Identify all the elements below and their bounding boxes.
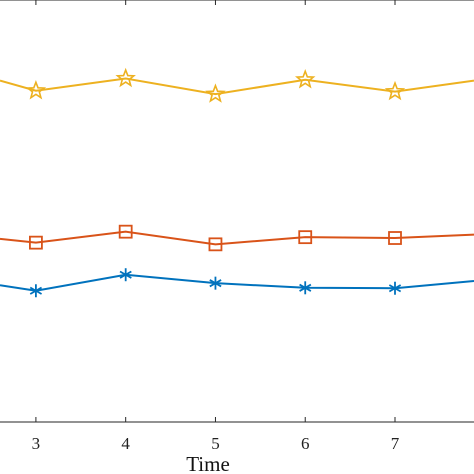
series-0-line [0,77,474,96]
series-layer [0,67,474,298]
series-2-point-5-stroke-2 [388,284,402,293]
series-1-point-3 [208,237,223,252]
series-2-point-2-stroke-2 [119,270,132,279]
series-1-point-2 [118,224,133,239]
series-2-point-4 [299,281,312,295]
series-2-point-3-stroke-2 [209,279,222,288]
x-tick-label-2: 5 [211,434,220,453]
series-1 [0,224,474,252]
series-2-point-1 [29,284,43,298]
x-tick-label-3: 6 [301,434,310,453]
series-0-point-5 [384,80,406,101]
series-2 [0,268,474,298]
x-tick-label-0: 3 [32,434,41,453]
series-1-point-5 [388,231,402,245]
series-2-point-4-stroke-2 [299,283,312,292]
series-0-point-1 [25,79,47,100]
series-0 [0,67,474,103]
series-0-point-3 [205,83,226,103]
x-axis-title: Time [186,452,230,474]
series-0-point-4 [294,68,316,89]
series-2-point-5 [388,281,402,295]
series-0-point-2 [115,67,136,88]
series-2-point-2 [119,268,132,282]
x-tick-label-1: 4 [121,434,130,453]
series-2-point-1-stroke-2 [29,286,43,295]
series-1-point-4 [298,230,313,245]
axes-layer: 3 4 5 6 7 [0,0,474,453]
x-tick-label-4: 7 [391,434,400,453]
series-1-line [0,230,474,246]
series-1-point-1 [29,235,43,250]
series-2-point-3 [209,276,222,290]
